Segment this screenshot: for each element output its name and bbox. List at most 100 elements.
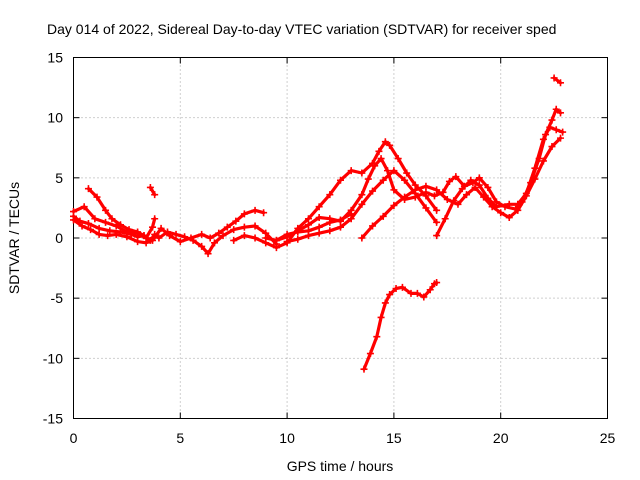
data-point	[514, 206, 522, 214]
series-line	[362, 280, 439, 371]
data-point	[422, 204, 430, 212]
data-point	[337, 216, 344, 224]
data-point	[369, 187, 377, 195]
data-point	[433, 186, 441, 194]
data-point	[187, 234, 195, 242]
series-track-m	[360, 279, 441, 373]
series-group	[70, 74, 567, 373]
data-point	[392, 285, 400, 293]
data-point	[166, 232, 174, 240]
data-point	[433, 279, 441, 287]
axis-ticks	[73, 57, 608, 419]
data-point	[84, 185, 92, 193]
data-point	[146, 183, 154, 191]
data-point	[422, 182, 430, 190]
x-tick-label: 0	[70, 430, 78, 446]
data-point	[140, 232, 148, 240]
series-track-g	[262, 105, 565, 244]
y-tick-label: -5	[51, 290, 64, 306]
data-point	[134, 238, 142, 246]
data-point	[433, 218, 441, 226]
series-line	[435, 125, 565, 238]
data-point	[377, 313, 385, 321]
data-point	[91, 215, 99, 223]
data-point	[315, 214, 323, 222]
data-point	[84, 220, 92, 228]
data-point	[283, 230, 291, 238]
data-point	[371, 162, 379, 170]
data-point	[433, 206, 441, 214]
data-point	[492, 203, 500, 211]
data-point	[422, 188, 430, 196]
x-tick-label: 20	[493, 430, 509, 446]
data-point	[552, 105, 560, 113]
series-line	[360, 136, 563, 240]
data-point	[251, 222, 259, 230]
series-line	[264, 107, 563, 242]
data-point	[108, 215, 116, 223]
data-point	[552, 126, 560, 134]
data-point	[315, 203, 323, 211]
x-tick-label: 25	[600, 430, 616, 446]
y-tick-label: 0	[55, 230, 63, 246]
x-tick-label: 15	[386, 430, 402, 446]
data-point	[294, 235, 302, 243]
data-point	[155, 234, 163, 242]
data-point	[386, 291, 394, 299]
series-line	[71, 205, 157, 240]
data-point	[557, 79, 565, 87]
data-point	[215, 229, 223, 237]
data-point	[557, 134, 565, 142]
y-tick-labels: -15 -10 -5 0 5 10 15	[43, 50, 63, 427]
data-point	[450, 197, 458, 205]
data-point	[70, 208, 77, 216]
data-point	[441, 215, 449, 223]
data-point	[381, 299, 389, 307]
data-point	[240, 223, 248, 231]
data-point	[360, 365, 368, 373]
data-point	[106, 227, 114, 235]
data-point	[390, 202, 398, 210]
y-tick-label: -15	[43, 411, 63, 427]
data-point	[210, 239, 218, 247]
data-point	[260, 209, 268, 217]
y-tick-label: -10	[43, 350, 63, 366]
data-point	[413, 289, 421, 297]
series-track-d	[84, 185, 148, 240]
data-point	[172, 230, 180, 238]
data-point	[326, 218, 334, 226]
data-point	[223, 223, 231, 231]
data-point	[454, 200, 462, 208]
series-track-e	[146, 183, 159, 199]
data-point	[272, 244, 280, 252]
series-track-l	[550, 74, 565, 87]
data-point	[548, 143, 556, 151]
data-point	[497, 209, 505, 217]
data-point	[134, 228, 142, 236]
y-tick-label: 10	[47, 110, 63, 126]
series-track-b	[70, 206, 268, 247]
data-point	[304, 221, 312, 229]
data-point	[230, 226, 238, 234]
data-point	[484, 194, 492, 202]
data-point	[475, 174, 483, 182]
data-point	[116, 221, 124, 229]
data-point	[104, 232, 112, 240]
data-point	[347, 167, 355, 175]
data-point	[403, 169, 411, 177]
data-point	[326, 227, 334, 235]
data-point	[304, 215, 312, 223]
x-tick-labels: 0 5 10 15 20 25	[70, 430, 616, 446]
data-point	[531, 164, 539, 172]
y-tick-label: 5	[55, 170, 63, 186]
data-point	[232, 217, 240, 225]
data-point	[539, 135, 547, 143]
data-point	[539, 157, 547, 165]
data-point	[95, 224, 103, 232]
data-point	[557, 109, 565, 117]
series-track-i	[283, 167, 441, 246]
series-line	[71, 208, 266, 245]
data-point	[467, 176, 475, 184]
data-point	[176, 238, 184, 246]
data-point	[364, 175, 372, 183]
